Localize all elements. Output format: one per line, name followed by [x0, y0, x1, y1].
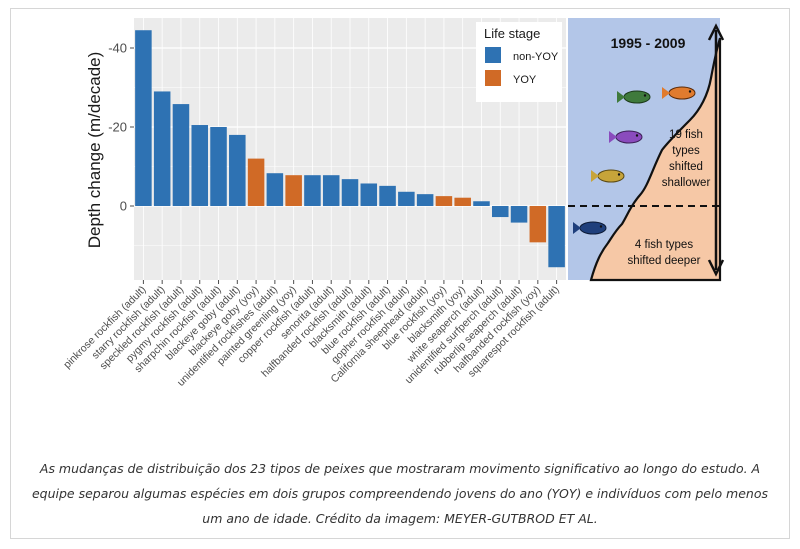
- bar: [191, 125, 209, 206]
- y-tick-label: -20: [108, 120, 127, 135]
- bar: [416, 194, 434, 206]
- arrow-down-head: [707, 259, 725, 277]
- bar: [172, 104, 190, 206]
- deeper-line-1: 4 fish types: [635, 239, 693, 251]
- legend-swatch-yoy: [485, 70, 501, 86]
- bar: [322, 175, 340, 206]
- y-tick-label: -40: [108, 41, 127, 56]
- bar: [454, 197, 471, 206]
- bar: [341, 179, 359, 206]
- legend-label-nonyoy: non-YOY: [513, 51, 559, 63]
- shallower-line-3: shifted: [669, 161, 703, 173]
- fish-green-icon: [617, 90, 651, 104]
- arrow-up-head: [707, 23, 725, 41]
- fish-orange-icon: [662, 86, 696, 100]
- bar: [229, 134, 246, 206]
- y-tick-label: 0: [120, 199, 127, 214]
- legend-label-yoy: YOY: [513, 74, 537, 86]
- fish-yellow-icon: [591, 169, 625, 183]
- bar: [491, 206, 509, 218]
- bar: [304, 175, 321, 206]
- bar: [435, 196, 453, 206]
- bar: [135, 30, 152, 206]
- bar: [529, 206, 547, 243]
- bar: [473, 201, 490, 206]
- bar: [398, 191, 415, 206]
- fish-purple-icon: [609, 130, 643, 144]
- bar: [379, 185, 396, 206]
- figure-caption: As mudanças de distribuição dos 23 tipos…: [31, 461, 769, 526]
- shallower-line-1: 19 fish: [669, 129, 703, 141]
- bar: [285, 175, 302, 206]
- period-label: 1995 - 2009: [611, 35, 686, 51]
- bars: [135, 30, 565, 268]
- y-axis-ticks: -40 -20 0: [108, 41, 134, 214]
- bar: [153, 91, 171, 206]
- depth-change-chart: -40 -20 0 pinkrose rockfish (adult)starry …: [61, 18, 725, 389]
- y-axis-label: Depth change (m/decade): [85, 52, 104, 249]
- legend: Life stage non-YOY YOY: [476, 22, 562, 102]
- fish-navy-icon: [573, 221, 607, 235]
- legend-title: Life stage: [484, 26, 540, 41]
- bar: [266, 173, 284, 206]
- bar: [510, 206, 528, 223]
- bar: [548, 206, 565, 268]
- bar: [210, 127, 227, 206]
- depth-illustration: 1995 - 2009 19 fish types shifted shallo…: [568, 18, 725, 282]
- shallower-line-4: shallower: [662, 177, 711, 189]
- deeper-line-2: shifted deeper: [628, 255, 701, 267]
- x-axis-ticks: pinkrose rockfish (adult)starry rockfish…: [61, 280, 562, 389]
- legend-swatch-nonyoy: [485, 47, 501, 63]
- bar: [360, 183, 378, 206]
- bar: [247, 158, 265, 206]
- shallower-line-2: types: [672, 145, 700, 157]
- seafloor: [589, 37, 722, 282]
